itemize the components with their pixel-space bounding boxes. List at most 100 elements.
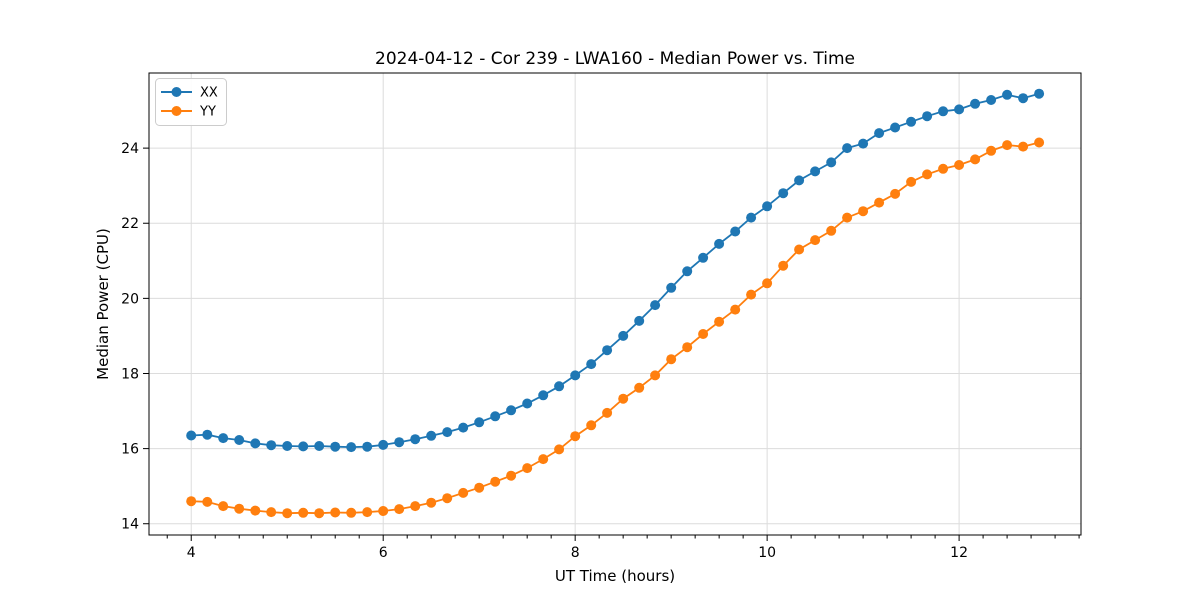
x-tick-label: 4 <box>187 545 196 561</box>
plot-border <box>148 72 1082 536</box>
series-yy-point <box>474 482 485 493</box>
chart-title: 2024-04-12 - Cor 239 - LWA160 - Median P… <box>375 49 855 69</box>
series-xx-line <box>191 92 1040 449</box>
series-xx-point <box>538 390 549 401</box>
series-yy-point <box>458 487 469 498</box>
series-xx-point <box>330 441 341 452</box>
series-yy-point <box>442 493 453 504</box>
x-tick-label: 12 <box>950 545 968 561</box>
series-yy-point <box>906 176 917 187</box>
series-yy-point <box>1002 140 1013 151</box>
series-xx-point <box>186 430 197 441</box>
series-yy-point <box>378 506 389 516</box>
series-yy-point <box>746 289 757 300</box>
series-xx-point <box>234 435 245 445</box>
series-xx-point <box>362 441 373 452</box>
series-yy-point <box>986 145 997 156</box>
series-xx-point <box>618 330 629 341</box>
series-yy-point <box>730 304 741 315</box>
series-xx-point <box>634 315 645 326</box>
series-xx-point <box>1034 88 1045 99</box>
series-xx-point <box>570 370 581 381</box>
series-yy-point <box>282 508 293 519</box>
series-yy-point <box>794 244 805 255</box>
y-tick-label: 14 <box>121 517 139 533</box>
series-xx-point <box>490 411 501 422</box>
series-yy-point <box>314 508 325 519</box>
series-yy-point <box>1018 141 1029 152</box>
series-xx-point <box>794 175 805 186</box>
series-yy-point <box>218 501 229 512</box>
series-yy-point <box>618 393 629 404</box>
grid-layer <box>149 73 1081 535</box>
series-yy-point <box>698 329 709 339</box>
series-yy-point <box>234 503 245 514</box>
y-axis-label: Median Power (CPU) <box>94 228 112 380</box>
series-xx-point <box>762 201 773 212</box>
series-xx-point <box>970 98 981 109</box>
series-xx-point <box>346 442 357 453</box>
legend-label-xx: XX <box>200 86 218 101</box>
series-xx-point <box>1018 93 1029 104</box>
series-xx-point <box>474 417 485 428</box>
series-yy-point <box>538 454 549 465</box>
series-xx-point <box>698 252 709 263</box>
series-yy-point <box>362 507 373 518</box>
series-yy-point <box>394 504 405 515</box>
series-xx-point <box>378 439 389 450</box>
series-yy-point <box>490 476 501 487</box>
series-xx-point <box>906 116 917 127</box>
series-xx-point <box>810 166 821 177</box>
series-xx-point <box>426 430 437 441</box>
series-xx-point <box>298 441 309 452</box>
series-yy-point <box>826 225 837 236</box>
series-yy-point <box>778 260 789 271</box>
series-xx-point <box>554 381 565 392</box>
series-xx-point <box>730 226 741 237</box>
legend: XX YY <box>155 78 227 126</box>
series-xx-point <box>922 111 933 122</box>
series-xx-point <box>250 438 261 449</box>
series-xx-point <box>410 434 421 445</box>
series-xx-point <box>506 405 517 416</box>
series-yy-point <box>266 507 277 518</box>
series-xx-point <box>458 422 469 433</box>
x-tick-label: 8 <box>571 545 580 561</box>
series-xx-point <box>842 143 853 154</box>
y-tick-label: 16 <box>121 442 139 458</box>
series-yy-point <box>202 496 213 507</box>
series-yy-point <box>634 382 645 393</box>
series-xx-point <box>314 441 325 451</box>
series-xx-point <box>586 359 597 370</box>
series-xx-point <box>986 95 997 105</box>
series-yy-point <box>250 505 261 516</box>
series-xx-point <box>1002 89 1013 100</box>
series-yy-point <box>554 444 565 455</box>
series-yy-point <box>810 235 821 246</box>
series-xx-point <box>650 300 661 311</box>
y-tick-label: 24 <box>121 141 139 157</box>
series-xx-point <box>778 188 789 199</box>
series-xx-point <box>394 437 405 448</box>
series-yy-point <box>1034 137 1045 148</box>
series-yy-point <box>506 470 517 481</box>
series-yy-point <box>426 497 437 508</box>
series-layer <box>186 88 1045 519</box>
series-xx-point <box>666 282 677 293</box>
series-yy-point <box>586 420 597 431</box>
series-yy-point <box>954 160 965 170</box>
series-yy-point <box>346 507 357 518</box>
legend-item-yy: YY <box>161 105 216 120</box>
series-xx-point <box>826 157 837 168</box>
series-yy-point <box>938 163 949 174</box>
legend-marker-yy-icon <box>171 106 182 116</box>
axes-layer: 4 6 8 10 12 14 16 18 20 22 24 <box>121 72 1082 561</box>
y-tick-label: 20 <box>121 291 139 307</box>
series-yy-point <box>682 342 693 353</box>
series-yy-point <box>922 169 933 180</box>
x-axis-label: UT Time (hours) <box>555 567 675 585</box>
series-xx-point <box>202 429 213 440</box>
legend-item-xx: XX <box>161 86 218 101</box>
legend-marker-xx-icon <box>171 87 182 97</box>
